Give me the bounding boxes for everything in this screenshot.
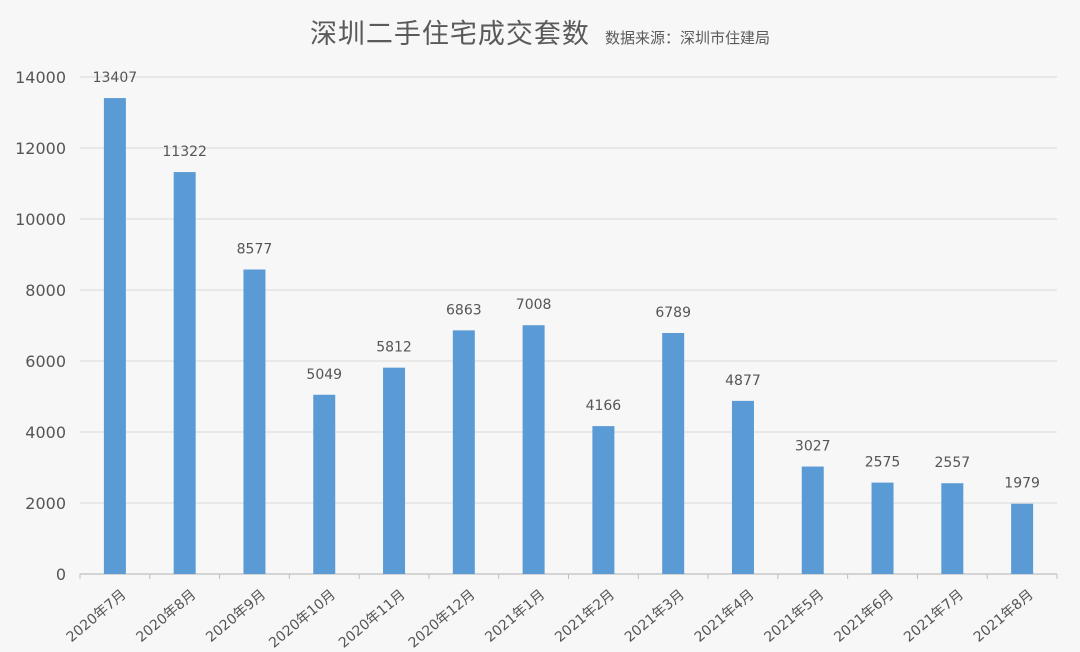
bar — [1011, 503, 1034, 574]
bar — [801, 466, 824, 574]
bar — [592, 426, 615, 574]
y-tick-label: 0 — [56, 565, 66, 584]
y-tick-label: 12000 — [15, 139, 66, 158]
data-label: 2557 — [935, 455, 971, 471]
x-tick-label: 2021年6月 — [831, 587, 897, 646]
bars — [103, 98, 1034, 574]
y-tick-label: 8000 — [25, 281, 66, 300]
chart-header: 深圳二手住宅成交套数 数据来源：深圳市住建局 — [0, 12, 1080, 51]
chart-subtitle: 数据来源：深圳市住建局 — [605, 29, 771, 47]
bar — [522, 325, 545, 574]
gridlines — [80, 76, 1057, 504]
x-tick-label: 2020年8月 — [133, 587, 199, 646]
x-tick-labels: 2020年7月 2020年8月 2020年9月2020年10月2020年11月202… — [64, 587, 1037, 652]
x-tick-label: 2020年10月 — [266, 587, 339, 652]
y-tick-label: 2000 — [25, 494, 66, 513]
bar — [731, 400, 754, 574]
data-label: 11322 — [162, 144, 207, 160]
x-tick-label: 2021年2月 — [552, 587, 618, 646]
x-tick-label: 2020年12月 — [406, 587, 479, 652]
data-label: 4877 — [725, 373, 761, 389]
bar — [243, 269, 266, 574]
bar — [173, 172, 196, 574]
bar — [452, 330, 475, 574]
bar — [103, 98, 126, 574]
x-tick-label: 2021年3月 — [622, 587, 688, 646]
y-tick-label: 4000 — [25, 423, 66, 442]
data-label: 5049 — [306, 367, 342, 383]
x-tick-label: 2021年4月 — [692, 587, 758, 646]
data-label: 4166 — [586, 398, 622, 414]
data-label: 13407 — [93, 70, 138, 86]
y-tick-labels: 0 2000 4000 6000 8000 10000 12000 14000 — [15, 68, 66, 584]
y-tick-label: 14000 — [15, 68, 66, 87]
data-label: 7008 — [516, 297, 552, 313]
bar — [941, 483, 964, 574]
data-label: 1979 — [1004, 476, 1040, 492]
bar — [662, 332, 685, 574]
data-labels: 13407 11322 8577 5049 5812 6863 7008 4166 6789 48… — [93, 70, 1040, 492]
x-tick-label: 2020年11月 — [336, 587, 409, 652]
x-tick-label: 2021年7月 — [901, 587, 967, 646]
x-tick-label: 2021年8月 — [971, 587, 1037, 646]
x-tick-label: 2021年5月 — [761, 587, 827, 646]
data-label: 8577 — [237, 242, 273, 258]
bar — [313, 394, 336, 574]
data-label: 3027 — [795, 439, 831, 455]
bar — [871, 482, 894, 574]
y-tick-label: 10000 — [15, 210, 66, 229]
axes — [79, 573, 1058, 579]
y-tick-label: 6000 — [25, 352, 66, 371]
chart-title: 深圳二手住宅成交套数 — [309, 19, 590, 50]
data-label: 5812 — [376, 340, 412, 356]
x-tick-label: 2021年1月 — [482, 587, 548, 646]
x-tick-label: 2020年7月 — [64, 587, 130, 646]
data-label: 2575 — [865, 455, 901, 471]
bar — [383, 367, 406, 574]
x-tick-label: 2020年9月 — [203, 587, 269, 646]
data-label: 6863 — [446, 302, 482, 318]
data-label: 6789 — [655, 305, 691, 321]
